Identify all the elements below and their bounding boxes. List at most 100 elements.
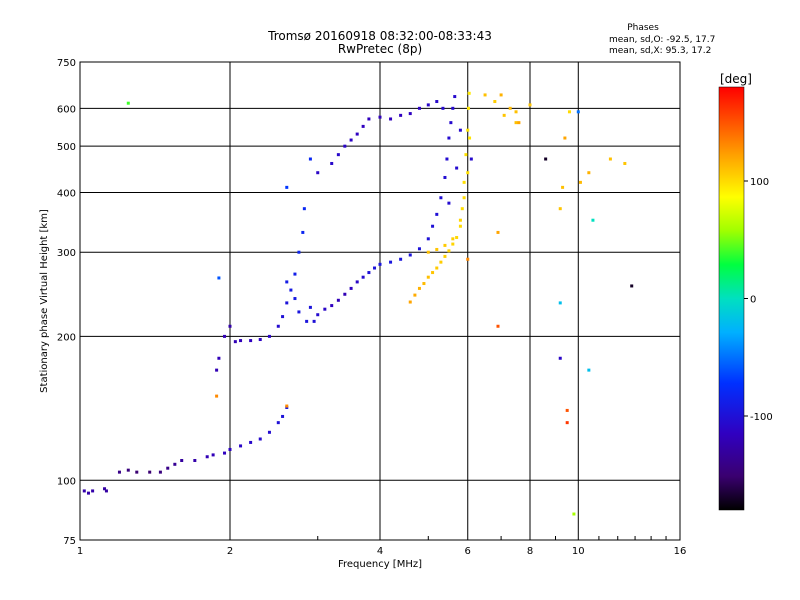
data-point [469,157,473,161]
data-point [285,280,289,284]
colorbar-ticks: 100 0 -100 [744,177,773,423]
data-point [435,100,439,104]
x-axis-label: Frequency [MHz] [338,559,422,570]
data-point [267,334,271,338]
data-point [82,489,86,493]
data-point [449,121,453,125]
data-point [623,161,627,165]
data-point [316,313,320,317]
grid-lines [80,62,680,540]
data-point [417,247,421,251]
data-point [378,115,382,119]
data-point [426,275,430,279]
data-point [502,113,506,117]
data-point [514,110,518,114]
data-point [408,300,412,304]
phase-info-heading: Phases [627,23,659,33]
data-point [267,430,271,434]
data-point [514,121,518,125]
data-point [330,161,334,165]
y-tick-label: 100 [57,476,76,487]
data-point [258,338,262,342]
data-point [462,180,466,184]
data-point [349,138,353,142]
data-point [297,250,301,254]
data-point [308,305,312,309]
data-point [439,196,443,200]
colorbar-label: [deg] [720,72,752,86]
y-tick-label: 75 [63,536,76,547]
data-point [443,254,447,258]
data-point [239,339,243,343]
data-point [361,124,365,128]
data-point [180,458,184,462]
data-point [349,286,353,290]
x-tick-label: 16 [674,546,687,557]
data-point [367,117,371,121]
data-point [389,260,393,264]
data-point [447,201,451,205]
phase-info-o: mean, sd,O: -92.5, 17.7 [609,35,715,45]
data-point [228,324,232,328]
data-point [158,470,162,474]
data-point [285,301,289,305]
data-point [148,470,152,474]
data-point [453,95,457,99]
data-point [587,368,591,372]
data-point [565,408,569,412]
data-point [468,136,472,140]
data-point [435,212,439,216]
data-point [561,185,565,189]
data-point [608,157,612,161]
data-point [466,171,470,175]
data-point [343,292,347,296]
phase-info-x: mean, sd,X: 95.3, 17.2 [609,46,711,56]
data-point [467,91,471,95]
data-point [223,334,227,338]
x-tick-label: 2 [227,546,233,557]
y-tick-label: 200 [57,332,76,343]
data-point [422,282,426,286]
y-axis-label: Stationary phase Virtual Height [km] [39,209,50,393]
data-point [587,171,591,175]
data-point [567,110,571,114]
data-point [135,470,139,474]
data-point [281,315,285,319]
data-point [496,324,500,328]
data-point [249,339,253,343]
data-point [451,237,455,241]
data-point [293,297,297,301]
y-tick-label: 600 [57,104,76,115]
y-tick-label: 750 [57,58,76,69]
data-point [630,284,634,288]
data-point [466,128,470,132]
data-point [399,113,403,117]
data-point [443,175,447,179]
data-point [336,298,340,302]
chart-subtitle: RwPretec (8p) [338,42,422,56]
data-point [367,271,371,275]
data-point [126,101,130,105]
data-point [258,437,262,441]
data-point [558,356,562,360]
y-axis-ticks: 75 100 200 300 400 500 600 750 [57,58,76,547]
data-point [166,466,170,470]
y-tick-label: 400 [57,188,76,199]
data-point [451,242,455,246]
data-point [305,319,309,323]
data-point [445,157,449,161]
data-point [297,310,301,314]
data-point [316,171,320,175]
data-point [451,106,455,110]
data-point [558,301,562,305]
data-point [496,230,500,234]
data-point [293,272,297,276]
data-point [86,491,90,495]
data-point [483,93,487,97]
data-point [426,237,430,241]
colorbar-tick-label: 0 [750,295,756,306]
data-point [464,153,468,157]
data-point [302,207,306,211]
data-point [193,458,197,462]
